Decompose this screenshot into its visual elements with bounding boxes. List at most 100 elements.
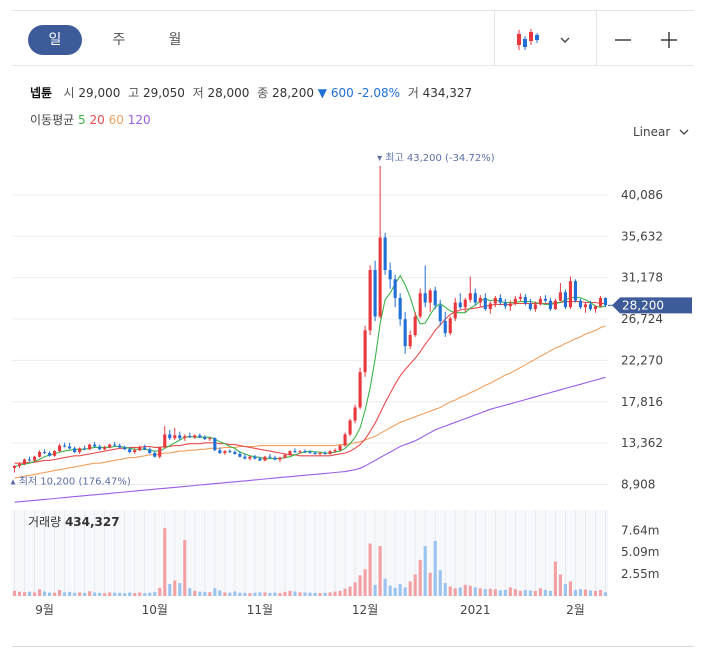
candle-body — [22, 459, 27, 465]
volume-bar — [518, 590, 522, 596]
candle-body — [348, 420, 352, 435]
volume-bar — [548, 590, 552, 596]
volume-bar — [298, 592, 302, 596]
volume-bar — [168, 583, 172, 596]
candle-body — [568, 281, 572, 308]
volume-bar — [253, 592, 257, 596]
candle-body — [478, 297, 482, 303]
plus-icon — [661, 32, 677, 48]
volume-bar — [478, 588, 482, 596]
candle-body — [213, 438, 217, 451]
candle-body — [403, 319, 407, 347]
price-chart[interactable]: ▾ 최고 43,200 (-34.72%) ▴ 최저 10,200 (176.47… — [0, 140, 712, 630]
ma-120[interactable]: 120 — [127, 113, 151, 127]
candle-body — [12, 465, 17, 468]
volume-bar — [223, 592, 227, 596]
volume-bar — [48, 592, 52, 596]
candle-body — [398, 297, 402, 320]
volume-bar — [483, 589, 487, 596]
scale-selector[interactable]: Linear — [633, 125, 690, 139]
high-annotation: ▾ 최고 43,200 (-34.72%) — [377, 152, 495, 164]
open-label: 시 — [63, 86, 75, 100]
stock-summary: 넵튠 시 29,000 고 29,050 저 28,000 종 28,200 ▼… — [30, 84, 472, 101]
x-tick-label: 9월 — [35, 603, 54, 617]
volume-bar — [368, 543, 372, 596]
volume-bar — [278, 592, 282, 596]
moving-average-legend: 이동평균 5 20 60 120 — [30, 111, 151, 128]
candle-body — [318, 452, 322, 454]
candle-body — [163, 434, 167, 448]
volume-bar — [363, 569, 367, 596]
candle-body — [88, 444, 92, 450]
volume-bar — [93, 592, 97, 596]
volume-bar — [17, 591, 22, 596]
volume-bar — [118, 592, 122, 596]
candle-body — [453, 302, 457, 319]
tab-daily[interactable]: 일 — [28, 25, 82, 55]
candle-body — [558, 292, 562, 301]
zoom-out-button[interactable] — [608, 25, 638, 55]
volume-bar — [373, 584, 377, 596]
scale-label: Linear — [633, 125, 671, 139]
volume-bar — [353, 582, 357, 596]
candle-body — [598, 297, 603, 307]
candle-body — [188, 436, 192, 438]
candle-body — [333, 450, 337, 452]
current-price-label: 28,200 — [622, 298, 664, 312]
chart-type-dropdown[interactable] — [554, 25, 576, 55]
tab-monthly[interactable]: 월 — [168, 32, 182, 48]
candle-body — [153, 452, 157, 457]
volume-bar — [448, 586, 452, 596]
candle-body — [293, 451, 297, 453]
ma-5[interactable]: 5 — [78, 113, 86, 127]
candle-body — [448, 318, 452, 334]
volume-bar — [428, 572, 432, 596]
ma120-line — [14, 376, 606, 503]
volume-bar — [63, 592, 67, 596]
candle-body — [473, 293, 477, 303]
volume-bar — [348, 586, 352, 596]
candle-body — [113, 444, 117, 446]
chart-type-button[interactable] — [510, 25, 546, 55]
candle-body — [373, 270, 377, 317]
volume-bar — [78, 592, 82, 596]
zoom-in-button[interactable] — [654, 25, 684, 55]
volume-bar — [603, 592, 608, 596]
ma-60[interactable]: 60 — [108, 113, 124, 127]
candle-body — [103, 447, 107, 450]
volume-bar — [32, 592, 37, 596]
candle-body — [433, 290, 437, 306]
volume-bar — [103, 593, 107, 596]
y-tick-label: 35,632 — [621, 229, 663, 243]
candle-body — [238, 453, 242, 457]
volume-bar — [133, 592, 137, 596]
volume-tick-label: 2.55m — [621, 567, 659, 581]
chevron-down-icon — [560, 37, 570, 43]
volume-bar — [398, 583, 402, 596]
candle-body — [508, 303, 512, 307]
ma-20[interactable]: 20 — [89, 113, 105, 127]
candle-body — [353, 407, 357, 421]
volume-bar — [123, 593, 127, 596]
volume-bar — [378, 546, 382, 596]
volume-bar — [438, 570, 442, 596]
volume-bar — [593, 590, 598, 596]
candle-body — [48, 452, 52, 456]
volume-bar — [27, 591, 32, 596]
candle-body — [573, 281, 577, 301]
volume-tick-label: 5.09m — [621, 545, 659, 559]
candle-body — [498, 297, 502, 303]
volume-bar — [578, 589, 583, 596]
candle-body — [168, 434, 172, 439]
volume-series — [12, 528, 608, 596]
x-tick-label: 12월 — [352, 603, 378, 617]
volume-bar — [588, 590, 593, 596]
volume-bar — [523, 589, 527, 596]
volume-bar — [328, 592, 332, 596]
volume-bar — [263, 592, 267, 596]
moving-average-lines — [14, 274, 606, 503]
low-annotation: ▴ 최저 10,200 (176.47%) — [11, 475, 131, 487]
tab-weekly[interactable]: 주 — [112, 32, 126, 48]
volume-bar — [293, 591, 297, 596]
candle-body — [298, 451, 302, 453]
